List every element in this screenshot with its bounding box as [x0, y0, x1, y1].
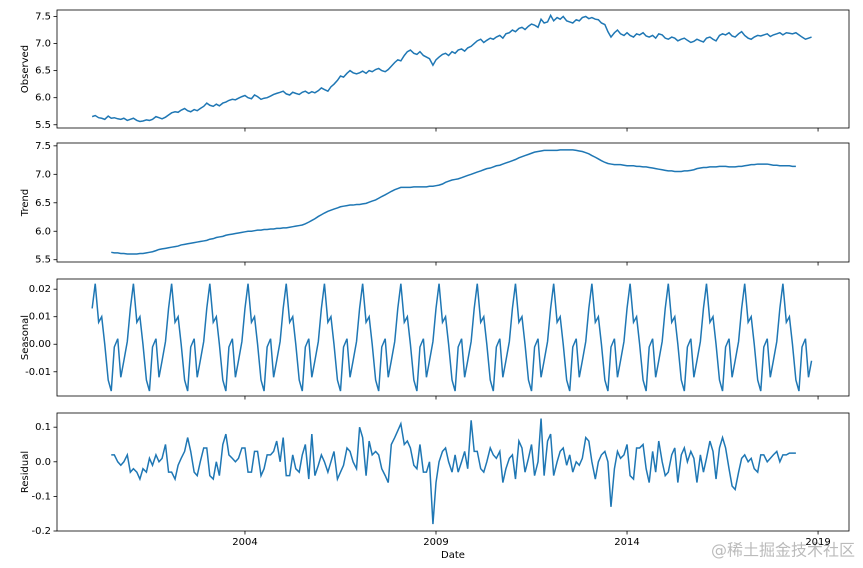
axes-frame: [56, 412, 850, 532]
series-line: [111, 418, 796, 525]
axes-frame: [56, 142, 850, 263]
y-tick-label: 6.5: [35, 66, 51, 77]
series-line: [111, 149, 796, 255]
series-line: [91, 13, 812, 123]
y-tick-label: 0.01: [29, 312, 51, 323]
y-tick-label: 6.0: [35, 226, 51, 237]
x-tick-label: 2014: [614, 537, 639, 548]
y-tick-label: 6.0: [35, 93, 51, 104]
x-tick-label: 2019: [805, 537, 830, 548]
y-tick-label: 0.02: [29, 284, 51, 295]
y-tick-label: 7.5: [35, 11, 51, 22]
y-tick-label: -0.1: [31, 491, 51, 502]
y-tick-label: 0.00: [29, 339, 51, 350]
series-line: [91, 283, 813, 392]
y-tick-label: 7.5: [35, 141, 51, 152]
y-tick-label: 7.0: [35, 39, 51, 50]
y-axis-label: Trend: [20, 189, 31, 217]
axes-frame: [56, 9, 850, 129]
y-tick-label: 7.0: [35, 169, 51, 180]
x-axis-label: Date: [441, 550, 465, 561]
y-tick-label: -0.01: [25, 367, 51, 378]
y-tick-label: 0.1: [35, 422, 51, 433]
watermark: @稀土掘金技术社区: [711, 541, 855, 560]
y-axis-label: Observed: [20, 45, 31, 93]
y-tick-label: -0.2: [31, 526, 51, 537]
axes-frame: [56, 278, 850, 397]
y-tick-label: 0.0: [35, 457, 51, 468]
y-tick-label: 5.5: [35, 255, 51, 266]
y-axis-label: Seasonal: [20, 315, 31, 360]
y-tick-label: 6.5: [35, 198, 51, 209]
y-tick-label: 5.5: [35, 120, 51, 131]
y-axis-label: Residual: [20, 451, 31, 493]
x-tick-label: 2009: [423, 537, 448, 548]
x-tick-label: 2004: [232, 537, 257, 548]
